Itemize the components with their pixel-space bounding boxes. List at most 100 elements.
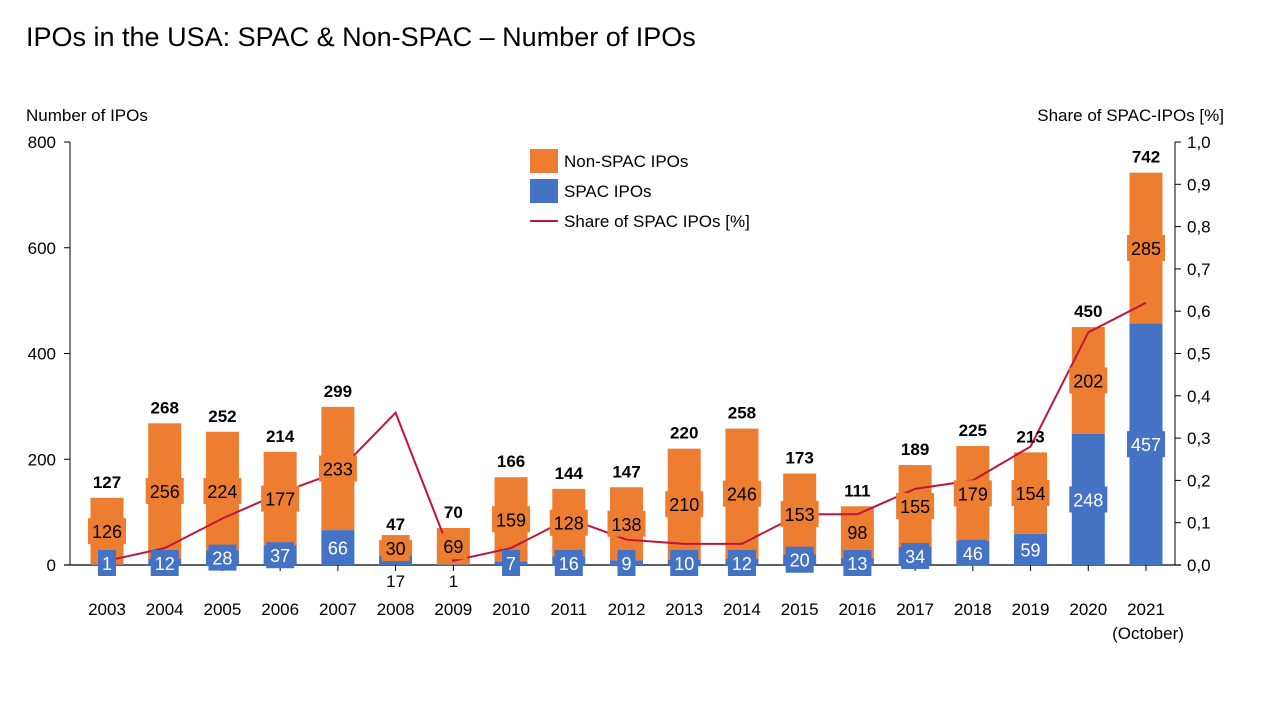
nonspac-label-2018-bg: [953, 480, 992, 507]
spac-label-2005-bg: [208, 544, 237, 571]
spac-label-2011: 16: [559, 554, 579, 574]
legend-swatch-nonspac: [530, 149, 558, 173]
total-label-2004: 268: [151, 398, 179, 417]
total-label-2013: 220: [670, 424, 698, 443]
nonspac-label-2017: 155: [900, 497, 930, 517]
y2-tick-label: 0,8: [1187, 218, 1211, 237]
spac-label-2004: 12: [155, 554, 175, 574]
nonspac-label-2021: 285: [1131, 239, 1161, 259]
x-tick-label: 2016: [838, 600, 876, 619]
nonspac-label-2003: 126: [92, 522, 122, 542]
y-tick-label: 0: [47, 556, 56, 575]
y2-tick-label: 1,0: [1187, 133, 1211, 152]
spac-label-2008: 17: [386, 572, 405, 591]
total-label-2005: 252: [208, 407, 236, 426]
nonspac-label-2020: 202: [1073, 371, 1103, 391]
nonspac-label-2011: 128: [554, 514, 584, 534]
nonspac-label-2015-bg: [780, 500, 819, 527]
spac-label-2010-bg: [502, 550, 521, 576]
nonspac-label-2020-bg: [1069, 367, 1108, 394]
nonspac-label-2013: 210: [669, 495, 699, 515]
nonspac-label-2009: 69: [443, 537, 463, 557]
x-tick-label: 2005: [204, 600, 242, 619]
spac-label-2017: 34: [905, 547, 925, 567]
y-tick-label: 200: [28, 450, 56, 469]
x-tick-label: 2020: [1069, 600, 1107, 619]
x-tick-label: 2018: [954, 600, 992, 619]
y2-tick-label: 0,4: [1187, 387, 1211, 406]
nonspac-label-2010-bg: [492, 506, 531, 533]
nonspac-label-2006-bg: [261, 485, 300, 512]
spac-label-2019-bg: [1016, 536, 1045, 563]
y2-tick-label: 0,9: [1187, 175, 1211, 194]
nonspac-label-2011-bg: [549, 509, 588, 536]
nonspac-label-2005: 224: [207, 482, 237, 502]
nonspac-label-2019-bg: [1011, 480, 1050, 507]
spac-label-2016-bg: [843, 550, 872, 576]
x-tick-label: 2004: [146, 600, 184, 619]
y2-tick-label: 0,0: [1187, 556, 1211, 575]
spac-label-2013-bg: [670, 550, 699, 576]
nonspac-label-2014-bg: [722, 480, 761, 507]
x-tick-label: 2014: [723, 600, 761, 619]
nonspac-label-2009-bg: [439, 533, 468, 560]
y-tick-label: 800: [28, 133, 56, 152]
total-label-2006: 214: [266, 427, 295, 446]
y2-axis-label: Share of SPAC-IPOs [%]: [1037, 106, 1224, 125]
nonspac-label-2004-bg: [145, 477, 184, 504]
spac-label-2012: 9: [621, 554, 631, 574]
x-tick-label: 2017: [896, 600, 934, 619]
x-tick-label: 2013: [665, 600, 703, 619]
total-label-2007: 299: [324, 382, 352, 401]
spac-label-2021-bg: [1127, 431, 1165, 458]
spac-label-2015: 20: [790, 551, 810, 571]
spac-label-2018-bg: [958, 539, 987, 566]
x-tick-label: 2012: [608, 600, 646, 619]
spac-label-2016: 13: [847, 554, 867, 574]
spac-label-2014: 12: [732, 554, 752, 574]
y2-tick-label: 0,5: [1187, 345, 1211, 364]
total-label-2010: 166: [497, 452, 525, 471]
nonspac-label-2016: 98: [847, 523, 867, 543]
nonspac-label-2016-bg: [843, 519, 872, 546]
total-label-2008: 47: [386, 515, 405, 534]
spac-label-2007-bg: [323, 534, 352, 561]
x-tick-label: 2021: [1127, 600, 1165, 619]
spac-label-2012-bg: [617, 550, 636, 576]
nonspac-label-2018: 179: [958, 484, 988, 504]
total-label-2016: 111: [844, 481, 871, 500]
nonspac-label-2006: 177: [265, 490, 295, 510]
y2-tick-label: 0,3: [1187, 429, 1211, 448]
nonspac-label-2019: 154: [1016, 484, 1046, 504]
x-tick-label: 2015: [781, 600, 819, 619]
legend-swatch-spac: [530, 179, 558, 203]
spac-label-2010: 7: [506, 554, 516, 574]
y2-tick-label: 0,7: [1187, 260, 1211, 279]
spac-label-2011-bg: [554, 550, 583, 576]
spac-label-2007: 66: [328, 539, 348, 559]
nonspac-label-2004: 256: [150, 482, 180, 502]
spac-label-2005: 28: [212, 549, 232, 569]
x-tick-sublabel: (October): [1112, 624, 1184, 643]
nonspac-label-2015: 153: [785, 505, 815, 525]
nonspac-label-2007: 233: [323, 460, 353, 480]
spac-label-2019: 59: [1021, 540, 1041, 560]
nonspac-label-2014: 246: [727, 485, 757, 505]
x-tick-label: 2006: [261, 600, 299, 619]
spac-label-2006: 37: [270, 546, 290, 566]
bar-spac-2009: [436, 564, 470, 565]
chart-title: IPOs in the USA: SPAC & Non-SPAC – Numbe…: [26, 22, 696, 52]
total-label-2017: 189: [901, 440, 929, 459]
spac-label-2021: 457: [1131, 435, 1161, 455]
total-label-2009: 70: [444, 503, 463, 522]
total-label-2012: 147: [612, 462, 640, 481]
spac-label-2020-bg: [1069, 486, 1108, 513]
spac-label-2004-bg: [150, 550, 179, 576]
spac-label-2014-bg: [727, 550, 756, 576]
y-tick-label: 400: [28, 345, 56, 364]
spac-label-2006-bg: [266, 542, 295, 569]
nonspac-label-2017-bg: [896, 493, 935, 520]
x-tick-label: 2008: [377, 600, 415, 619]
